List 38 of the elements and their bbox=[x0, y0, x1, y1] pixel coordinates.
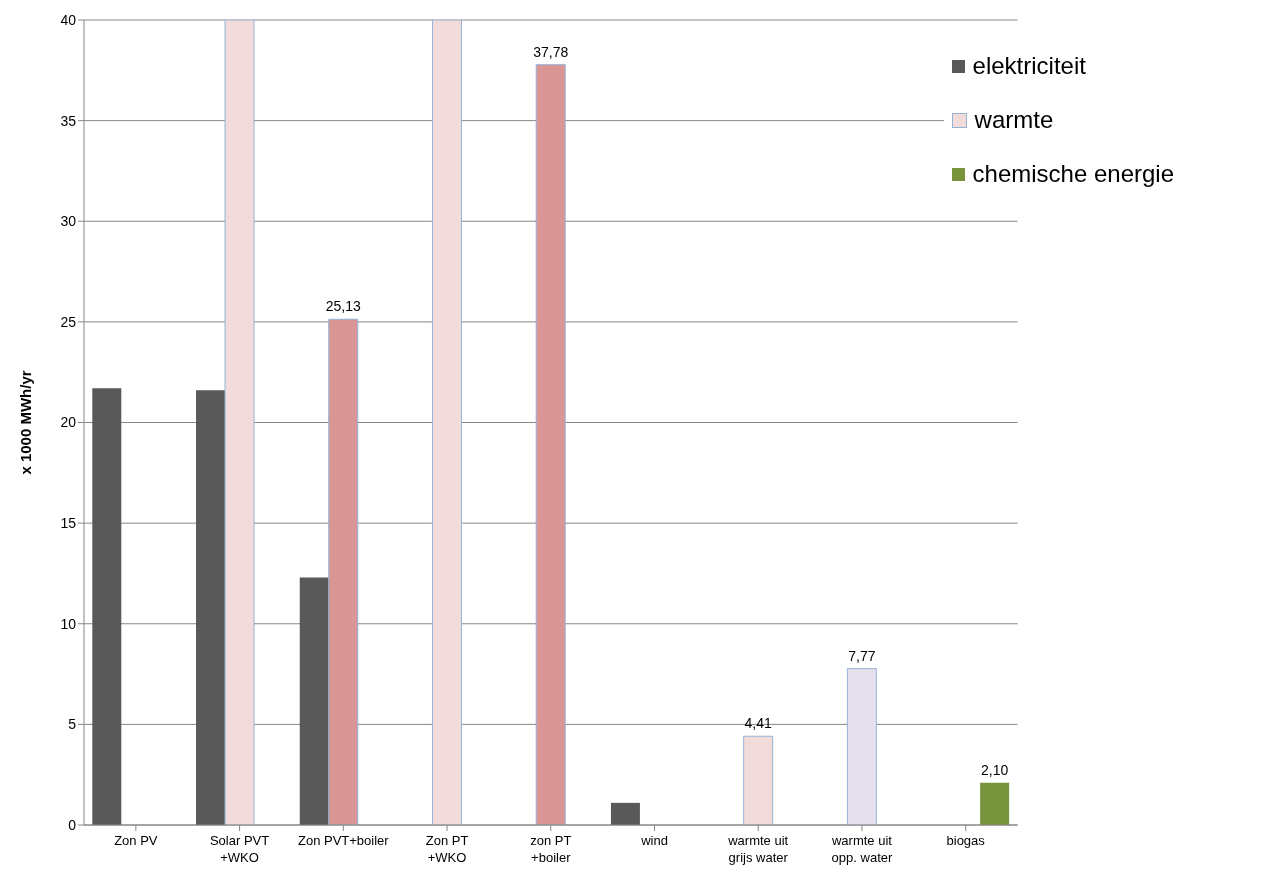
x-tick-label: warmte uit opp. water bbox=[830, 833, 893, 865]
y-axis-title: x 1000 MWh/yr bbox=[17, 370, 35, 475]
x-tick-label: zon PT +boiler bbox=[530, 833, 572, 865]
y-tick-label: 10 bbox=[60, 615, 77, 632]
y-tick-label: 25 bbox=[60, 313, 77, 330]
x-tick-label: Zon PV bbox=[114, 833, 158, 848]
y-tick-label: 35 bbox=[60, 112, 77, 129]
y-tick-label: 0 bbox=[68, 816, 77, 833]
y-tick-label: 20 bbox=[60, 414, 77, 431]
bar bbox=[196, 390, 226, 825]
bar bbox=[980, 782, 1010, 825]
legend-label: elektriciteit bbox=[971, 52, 1087, 80]
data-label: 2,10 bbox=[980, 761, 1009, 778]
legend-label: warmte bbox=[973, 106, 1055, 134]
legend-label: chemische energie bbox=[971, 160, 1174, 188]
y-tick-label: 30 bbox=[60, 213, 77, 230]
x-tick-label: wind bbox=[640, 833, 668, 848]
bar bbox=[328, 318, 359, 825]
bar bbox=[846, 668, 877, 825]
x-tick-label: biogas bbox=[946, 833, 986, 848]
y-tick-label: 5 bbox=[68, 716, 77, 733]
x-tick-label: Zon PT +WKO bbox=[425, 833, 469, 865]
x-tick-label: Zon PVT+boiler bbox=[297, 833, 390, 848]
bar bbox=[299, 577, 329, 825]
bar bbox=[610, 802, 640, 825]
data-label: 37,78 bbox=[533, 43, 569, 60]
bar bbox=[743, 735, 774, 825]
data-label: 7,77 bbox=[848, 647, 876, 664]
bar bbox=[431, 20, 462, 825]
x-tick-label: Solar PVT +WKO bbox=[209, 833, 270, 865]
data-label: 25,13 bbox=[325, 298, 361, 315]
data-label: 4,41 bbox=[744, 715, 772, 732]
bar bbox=[92, 388, 122, 825]
y-tick-label: 40 bbox=[60, 11, 77, 28]
bar bbox=[535, 64, 566, 825]
x-tick-label: warmte uit grijs water bbox=[727, 833, 789, 865]
bar bbox=[224, 20, 255, 825]
y-tick-label: 15 bbox=[60, 515, 77, 532]
